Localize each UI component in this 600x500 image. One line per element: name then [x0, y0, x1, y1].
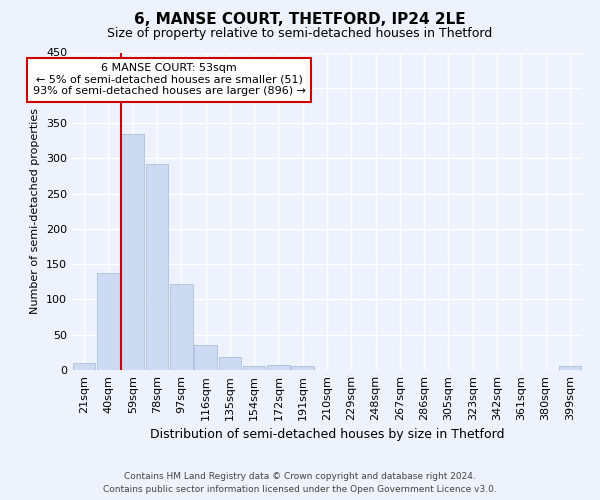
Text: 6, MANSE COURT, THETFORD, IP24 2LE: 6, MANSE COURT, THETFORD, IP24 2LE: [134, 12, 466, 28]
Text: Contains HM Land Registry data © Crown copyright and database right 2024.
Contai: Contains HM Land Registry data © Crown c…: [103, 472, 497, 494]
Bar: [243, 366, 265, 370]
Bar: [267, 365, 290, 370]
Bar: [292, 366, 314, 370]
Bar: [559, 366, 581, 370]
X-axis label: Distribution of semi-detached houses by size in Thetford: Distribution of semi-detached houses by …: [150, 428, 504, 442]
Y-axis label: Number of semi-detached properties: Number of semi-detached properties: [31, 108, 40, 314]
Text: Size of property relative to semi-detached houses in Thetford: Size of property relative to semi-detach…: [107, 28, 493, 40]
Text: 6 MANSE COURT: 53sqm
← 5% of semi-detached houses are smaller (51)
93% of semi-d: 6 MANSE COURT: 53sqm ← 5% of semi-detach…: [32, 63, 305, 96]
Bar: [121, 134, 144, 370]
Bar: [73, 363, 95, 370]
Bar: [97, 272, 120, 370]
Bar: [170, 284, 193, 370]
Bar: [194, 346, 217, 370]
Bar: [218, 356, 241, 370]
Bar: [146, 164, 168, 370]
